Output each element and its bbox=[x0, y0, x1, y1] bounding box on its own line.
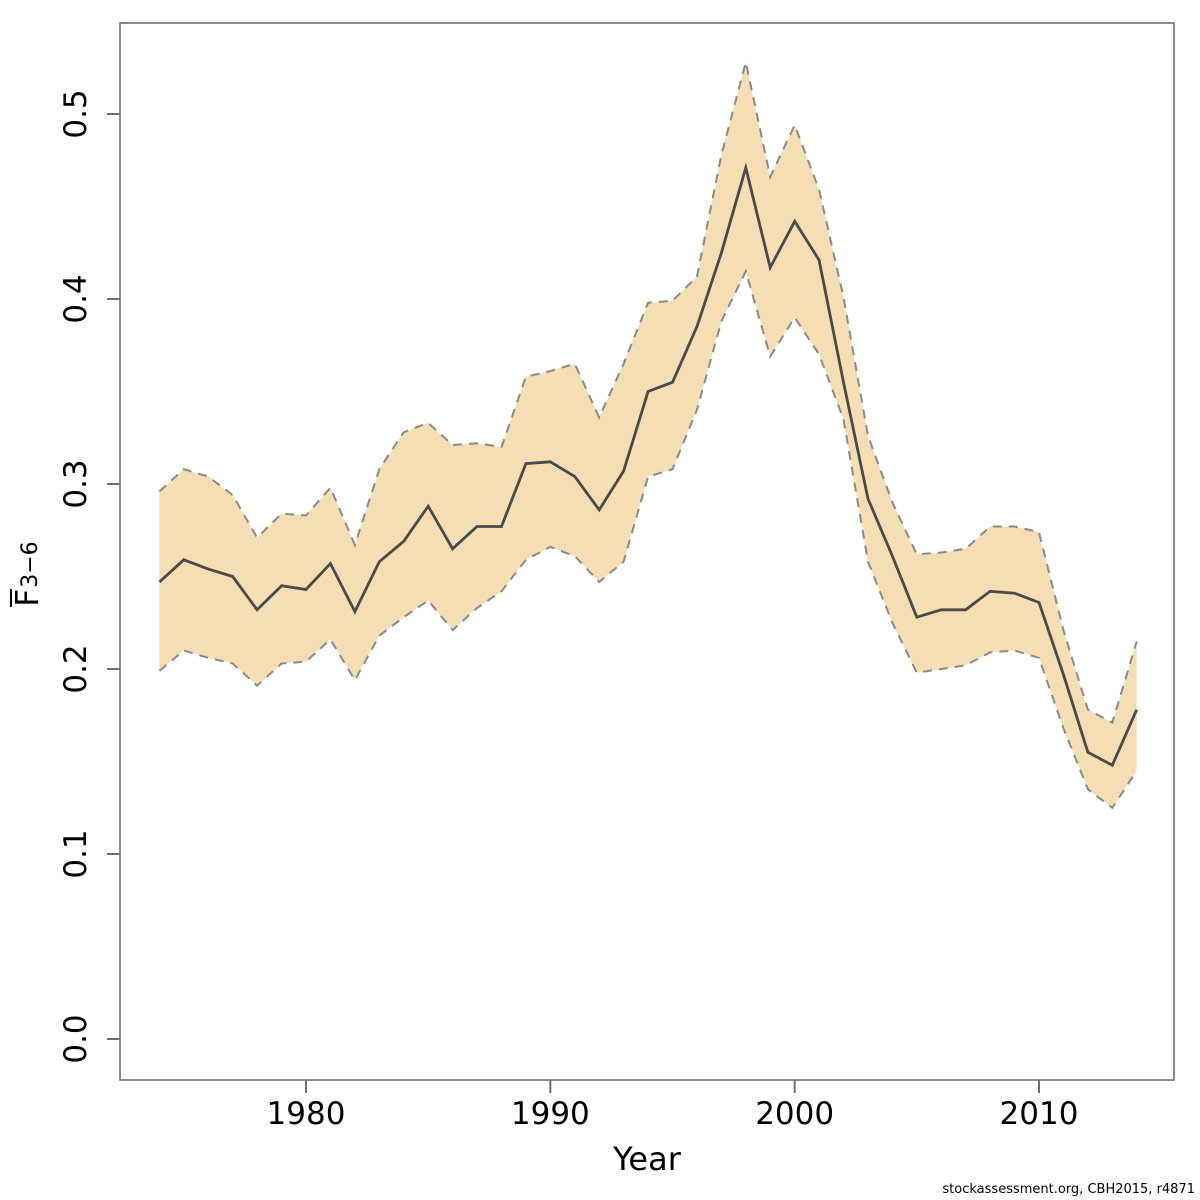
y-axis-label-symbol: F bbox=[10, 588, 46, 607]
y-axis-tick-label: 0.3 bbox=[58, 459, 94, 508]
y-axis-tick-label: 0.0 bbox=[58, 1014, 94, 1063]
y-axis-tick-label: 0.5 bbox=[58, 89, 94, 138]
estimate-line bbox=[158, 162, 1138, 768]
x-axis-tick-label: 1980 bbox=[267, 1096, 346, 1132]
plot-border bbox=[119, 22, 1175, 1081]
footer-attribution: stockassessment.org, CBH2015, r4871 bbox=[942, 1182, 1195, 1197]
y-axis-tick-label: 0.1 bbox=[58, 829, 94, 878]
y-axis-tick-label: 0.2 bbox=[58, 644, 94, 693]
y-axis-tick-label: 0.4 bbox=[58, 274, 94, 323]
y-axis-label-subscript: 3−6 bbox=[18, 541, 43, 588]
x-axis-tick-label: 2010 bbox=[1000, 1096, 1079, 1132]
x-axis-label: Year bbox=[613, 1140, 681, 1178]
y-axis-label: F 3−6 bbox=[5, 494, 49, 654]
x-axis-tick-label: 1990 bbox=[511, 1096, 590, 1132]
upper-ci-line bbox=[158, 61, 1138, 725]
x-axis-tick-label: 2000 bbox=[755, 1096, 834, 1132]
confidence-band bbox=[159, 62, 1137, 808]
lower-ci-line bbox=[158, 268, 1138, 810]
